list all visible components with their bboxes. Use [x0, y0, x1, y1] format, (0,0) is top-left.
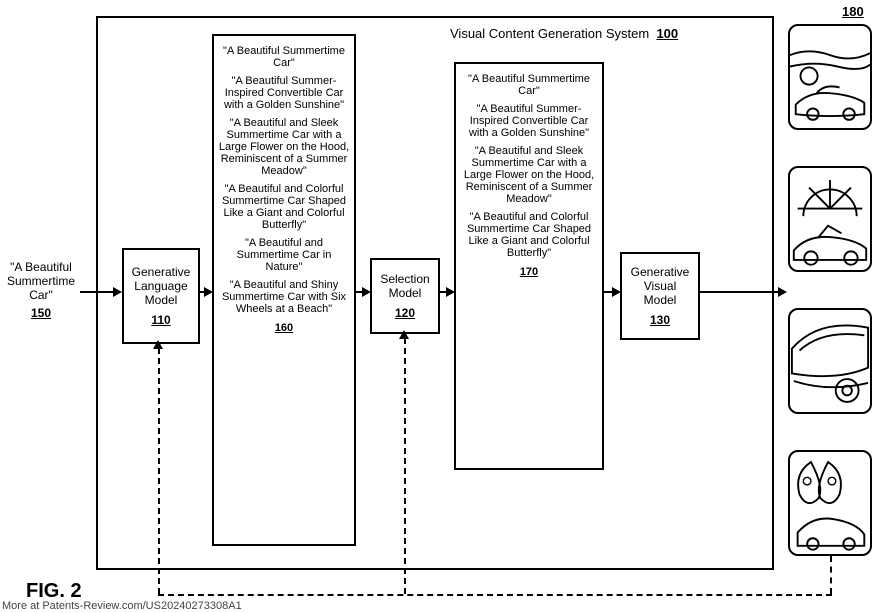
selection-model-ref: 120 [395, 306, 415, 320]
prompt-160-3: "A Beautiful and Colorful Summertime Car… [218, 183, 350, 231]
prompts-170-ref: 170 [520, 266, 538, 278]
convertible-sun-icon [790, 168, 870, 270]
arrow-head-5 [612, 287, 621, 297]
prompt-160-4: "A Beautiful and Summertime Car in Natur… [218, 237, 350, 273]
output-image-0 [788, 24, 872, 130]
arrow-input-to-110 [80, 291, 114, 293]
prompt-160-1: "A Beautiful Summer-Inspired Convertible… [218, 75, 350, 111]
feedback-up-to-120 [404, 338, 406, 594]
selection-model-block: Selection Model 120 [370, 258, 440, 334]
output-image-3 [788, 450, 872, 556]
system-title-text: Visual Content Generation System [450, 26, 649, 41]
prompt-160-0: "A Beautiful Summertime Car" [218, 45, 350, 69]
system-title: Visual Content Generation System 100 [450, 26, 678, 41]
visual-model-label: Generative Visual Model [626, 265, 694, 307]
input-ref: 150 [2, 306, 80, 320]
language-model-block: Generative Language Model 110 [122, 248, 200, 344]
prompts-160-ref: 160 [275, 322, 293, 334]
feedback-up-to-110 [158, 348, 160, 594]
feedback-arrow-120 [399, 330, 409, 339]
prompts-170: "A Beautiful Summertime Car" "A Beautifu… [454, 62, 604, 470]
output-image-2 [788, 308, 872, 414]
prompt-170-3: "A Beautiful and Colorful Summertime Car… [460, 211, 598, 259]
visual-model-block: Generative Visual Model 130 [620, 252, 700, 340]
watermark: More at Patents-Review.com/US20240273308… [2, 600, 242, 612]
input-prompt: "A Beautiful Summertime Car" 150 [2, 260, 80, 320]
car-sunset-icon [790, 26, 870, 128]
output-ref: 180 [842, 4, 864, 19]
prompt-160-5: "A Beautiful and Shiny Summertime Car wi… [218, 279, 350, 315]
arrow-head-6 [778, 287, 787, 297]
prompts-160: "A Beautiful Summertime Car" "A Beautifu… [212, 34, 356, 546]
feedback-arrow-110 [153, 340, 163, 349]
arrow-head-3 [362, 287, 371, 297]
arrow-head-1 [113, 287, 122, 297]
prompt-170-0: "A Beautiful Summertime Car" [460, 73, 598, 97]
butterfly-car-icon [790, 452, 870, 554]
prompt-170-1: "A Beautiful Summer-Inspired Convertible… [460, 103, 598, 139]
arrow-head-4 [446, 287, 455, 297]
sleek-car-icon [790, 310, 870, 412]
selection-model-label: Selection Model [376, 272, 434, 300]
feedback-down-from-images [830, 556, 832, 594]
arrow-head-2 [204, 287, 213, 297]
language-model-label: Generative Language Model [128, 265, 194, 307]
output-image-1 [788, 166, 872, 272]
feedback-bottom-run [158, 594, 832, 596]
input-text: "A Beautiful Summertime Car" [2, 260, 80, 302]
prompt-170-2: "A Beautiful and Sleek Summertime Car wi… [460, 145, 598, 205]
visual-model-ref: 130 [650, 313, 670, 327]
prompt-160-2: "A Beautiful and Sleek Summertime Car wi… [218, 117, 350, 177]
system-ref: 100 [656, 26, 678, 41]
arrow-130-to-out [700, 291, 780, 293]
language-model-ref: 110 [151, 313, 170, 327]
